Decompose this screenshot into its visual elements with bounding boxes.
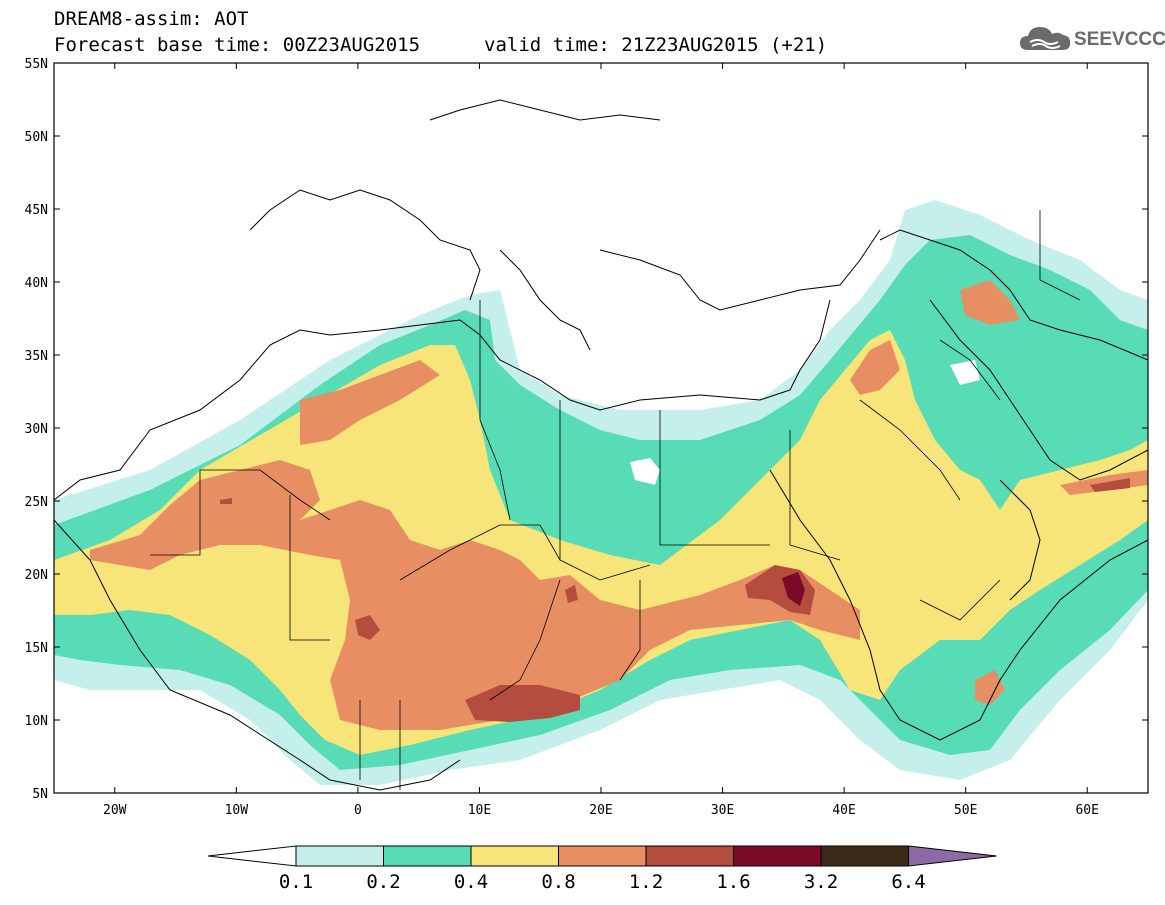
colorbar-label: 0.8 [541,871,575,893]
aot-field [54,200,1148,785]
latitude-axis: 55N 50N 45N 40N 35N 30N 25N 20N 15N 10N 5N [25,57,1148,802]
lat-tick-label: 30N [25,422,48,437]
lon-tick-label: 30E [711,803,734,818]
colorbar-swatch [383,845,472,867]
lon-tick-label: 50E [954,803,977,818]
colorbar-over-arrow [908,845,997,867]
lon-tick-label: 40E [832,803,855,818]
lat-tick-label: 20N [25,568,48,583]
colorbar-swatch [820,845,909,867]
colorbar-swatch [470,845,559,867]
lat-tick-label: 5N [32,787,48,802]
seevccc-logo: SEEVCCC [1018,22,1165,56]
lat-tick-label: 55N [25,57,48,72]
colorbar-swatch [645,845,734,867]
colorbar-label: 3.2 [804,871,838,893]
borders [150,210,1081,790]
lat-tick-label: 10N [25,714,48,729]
colorbar-swatch [558,845,647,867]
colorbar-label: 0.4 [454,871,488,893]
colorbar-swatch [295,845,384,867]
aot-contour-1.6 [782,572,805,606]
colorbar-label: 1.2 [629,871,663,893]
lat-tick-label: 35N [25,349,48,364]
colorbar-label: 6.4 [891,871,925,893]
lat-tick-label: 15N [25,641,48,656]
valid-time: valid time: 21Z23AUG2015 (+21) [484,34,828,56]
lon-tick-label: 10E [468,803,491,818]
colorbar-legend: 0.1 0.2 0.4 0.8 1.2 1.6 3.2 6.4 [207,845,997,893]
lat-tick-label: 40N [25,276,48,291]
longitude-axis: 20W 10W 0 10E 20E 30E 40E 50E 60E [103,63,1099,818]
lon-tick-label: 20E [589,803,612,818]
colorbar-under-arrow [207,845,297,867]
colorbar-label: 0.2 [366,871,400,893]
lon-tick-label: 10W [225,803,249,818]
lon-tick-label: 60E [1075,803,1098,818]
cloud-icon [1020,27,1071,50]
aot-contour-0.8 [90,280,1148,730]
lon-tick-label: 20W [103,803,127,818]
lat-tick-label: 25N [25,495,48,510]
lat-tick-label: 45N [25,203,48,218]
forecast-base-time: Forecast base time: 00Z23AUG2015 [54,34,421,56]
colorbar-label: 0.1 [279,871,313,893]
colorbar-label: 1.6 [716,871,750,893]
lon-tick-label: 0 [354,803,362,818]
colorbar-swatch [733,845,822,867]
lat-tick-label: 50N [25,130,48,145]
coastlines [54,99,1148,791]
chart-title: DREAM8-assim: AOT [54,8,249,30]
logo-text: SEEVCCC [1074,29,1165,50]
